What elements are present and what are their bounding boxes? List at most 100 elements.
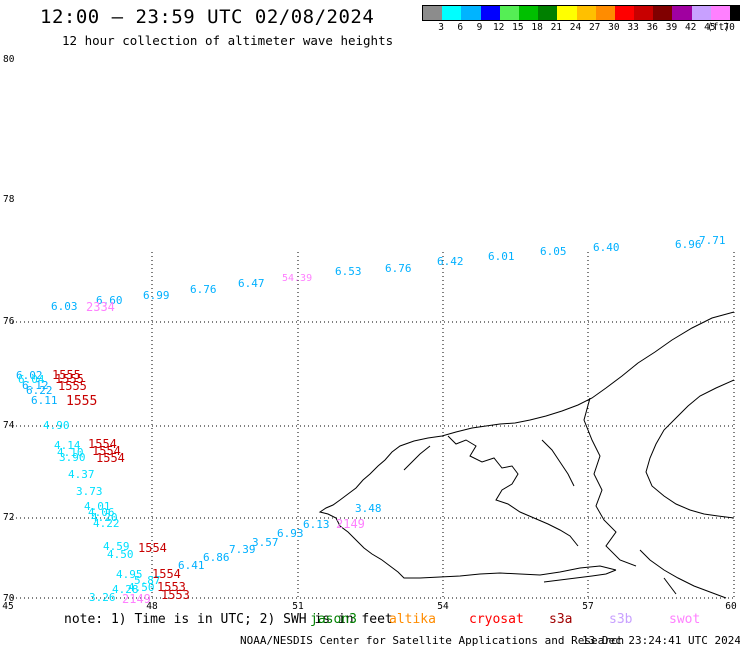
color-swatch — [499, 6, 519, 20]
wave-height-label: 6.22 — [26, 384, 53, 397]
wave-height-label: 6.03 — [51, 300, 78, 313]
wave-height-label: 4.37 — [68, 468, 95, 481]
wave-height-label: 1554 — [138, 541, 167, 555]
generation-timestamp: 13 Dec 23:24:41 UTC 2024 — [582, 634, 740, 647]
color-swatch — [576, 6, 596, 20]
wave-height-label: 54.39 — [282, 273, 312, 284]
graticule — [12, 252, 735, 599]
lon-label: 54 — [437, 601, 449, 612]
color-scale-label: 18 — [531, 22, 543, 33]
color-scale-label: 45 — [704, 22, 716, 33]
wave-height-label: 4.90 — [43, 419, 70, 432]
color-swatch — [461, 6, 481, 20]
wave-height-label: 1554 — [96, 451, 125, 465]
lat-label: 74 — [3, 420, 15, 431]
wave-height-label: 1554 — [92, 444, 121, 458]
wave-height-label: 4.95 — [116, 568, 143, 581]
wave-height-label: 4.22 — [93, 517, 120, 530]
satellite-legend-item: s3a — [549, 612, 573, 627]
wave-height-label: 4.50 — [128, 581, 155, 594]
wave-height-label: 1555 — [58, 379, 87, 393]
wave-height-label: 1553 — [157, 580, 186, 594]
wave-height-label: 6.60 — [96, 294, 123, 307]
wave-height-label: 4.59 — [103, 540, 130, 553]
wave-height-label: 6.02 — [16, 369, 43, 382]
wave-height-label: 6.40 — [593, 241, 620, 254]
color-scale-label: 27 — [588, 22, 601, 33]
lon-label: 45 — [2, 601, 13, 612]
color-swatch — [710, 6, 730, 20]
color-swatch — [442, 6, 462, 20]
lat-label: 78 — [3, 194, 15, 205]
color-scale-label: 39 — [665, 22, 678, 33]
color-scale-label: 9 — [476, 22, 483, 33]
wave-height-observations: 7.716.96 6.40 6.05 6.01 6.42 6.76 6.53 54.39 6.4… — [16, 234, 726, 606]
wave-height-label: 4.14 — [54, 439, 81, 452]
wave-height-label: 6.13 — [303, 518, 330, 531]
wave-height-label: 6.01 — [488, 250, 515, 263]
map-title: 12:00 – 23:59 UTC 02/08/2024 — [40, 6, 375, 28]
color-scale-label: 3 — [438, 22, 444, 33]
color-swatch — [538, 6, 558, 20]
wave-height-label: 1555 — [55, 372, 84, 386]
color-swatch — [614, 6, 635, 20]
color-scale-label: 12 — [492, 22, 505, 33]
wave-height-label: 4.50 — [107, 548, 134, 561]
wave-height-label: 6.96 — [675, 238, 702, 251]
wave-height-label: 6.04 — [18, 373, 45, 386]
lon-label: 51 — [292, 601, 304, 612]
color-swatch — [653, 6, 673, 20]
wave-height-label: 4.28 — [112, 583, 139, 596]
wave-height-label: 6.93 — [277, 527, 304, 540]
color-scale-label: 15 — [512, 22, 524, 33]
wave-height-label: 6.53 — [335, 265, 362, 278]
satellite-legend-item: altika — [389, 612, 436, 627]
color-scale-label: 42 — [684, 22, 697, 33]
wave-height-label: 6.86 — [203, 551, 230, 564]
wave-height-label: 2149 — [336, 517, 365, 531]
satellite-legend-item: jason3 — [310, 612, 357, 627]
wave-height-label: 4.10 — [57, 446, 84, 459]
wave-height-label: 6.99 — [143, 289, 170, 302]
color-swatch — [634, 6, 654, 20]
wave-height-label: 6.41 — [178, 559, 205, 572]
color-scale-unit: (ft) — [707, 22, 730, 33]
color-swatch — [691, 6, 711, 20]
footnote: note: 1) Time is in UTC; 2) SWH is in fe… — [64, 612, 393, 627]
color-scale-label: 36 — [646, 22, 659, 33]
color-scale-label: 70 — [723, 22, 735, 33]
wave-height-label: 4.01 — [84, 500, 111, 513]
lat-label: 76 — [3, 316, 15, 327]
color-swatch — [518, 6, 539, 20]
color-scale-label: 6 — [457, 22, 464, 33]
wave-height-label: 4.20 — [91, 511, 118, 524]
longitude-labels: 45 48 51 54 57 60 — [2, 601, 737, 612]
lat-label: 72 — [3, 512, 14, 523]
color-swatch — [557, 6, 577, 20]
wave-height-label: 3.57 — [252, 536, 279, 549]
color-swatch — [672, 6, 692, 20]
wave-height-label: 2334 — [86, 300, 115, 314]
map-subtitle: 12 hour collection of altimeter wave hei… — [62, 33, 394, 48]
wave-height-label: 7.71 — [699, 234, 726, 247]
wave-height-label: 1554 — [152, 567, 181, 581]
wave-height-label: 6.76 — [385, 262, 412, 275]
wave-height-color-scale — [422, 5, 740, 21]
color-swatch — [730, 6, 740, 20]
color-scale-label: 24 — [569, 22, 582, 33]
lat-label: 70 — [3, 593, 15, 604]
wave-height-label: 6.11 — [31, 394, 58, 407]
wave-height-label: 4.06 — [88, 506, 115, 519]
wave-height-label: 7.39 — [229, 543, 256, 556]
lon-label: 60 — [725, 601, 737, 612]
wave-height-label: 2149 — [122, 592, 151, 606]
color-scale-label: 33 — [627, 22, 639, 33]
wave-height-label: 6.42 — [437, 255, 464, 268]
wave-height-label: 3.73 — [76, 485, 103, 498]
wave-height-label: 1554 — [88, 437, 117, 451]
wave-height-label: 6.12 — [22, 379, 49, 392]
wave-height-label: 3.48 — [355, 502, 382, 515]
color-swatch — [595, 6, 615, 20]
wave-height-label: 5.87 — [134, 574, 161, 587]
